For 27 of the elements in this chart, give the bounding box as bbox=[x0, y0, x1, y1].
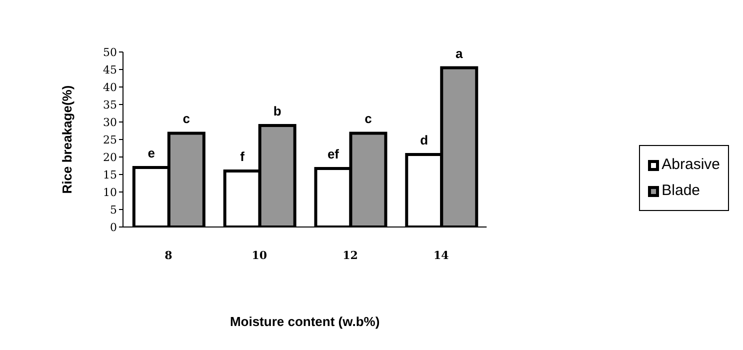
data-label: d bbox=[420, 132, 428, 148]
x-axis-title: Moisture content (w.b%) bbox=[230, 314, 380, 329]
y-tick-label: 5 bbox=[110, 203, 117, 216]
data-label: c bbox=[182, 111, 190, 126]
data-label: c bbox=[364, 111, 372, 126]
legend-label: Blade bbox=[662, 181, 700, 201]
x-tick-label: 12 bbox=[342, 248, 358, 262]
y-tick-label: 45 bbox=[103, 63, 117, 76]
y-tick-label: 10 bbox=[103, 186, 117, 199]
y-tick-label: 35 bbox=[103, 98, 117, 112]
data-label: ef bbox=[327, 146, 340, 162]
y-tick-label: 20 bbox=[103, 150, 117, 164]
data-label: f bbox=[240, 149, 246, 164]
y-tick-label: 15 bbox=[103, 168, 117, 182]
data-label: b bbox=[273, 104, 282, 118]
y-tick-label: 25 bbox=[103, 133, 117, 146]
y-axis-title: Rice breakage(%) bbox=[60, 85, 75, 194]
x-tick-label: 8 bbox=[164, 248, 173, 262]
x-tick-label: 14 bbox=[434, 248, 450, 262]
y-tick-label: 30 bbox=[103, 116, 117, 129]
y-tick-label: 40 bbox=[103, 80, 117, 94]
data-label: e bbox=[148, 146, 156, 160]
y-tick-label: 0 bbox=[110, 220, 117, 234]
data-label: a bbox=[456, 46, 464, 61]
y-tick-label: 50 bbox=[103, 46, 117, 59]
legend-label: Abrasive bbox=[662, 155, 720, 175]
x-tick-label: 10 bbox=[252, 248, 268, 262]
